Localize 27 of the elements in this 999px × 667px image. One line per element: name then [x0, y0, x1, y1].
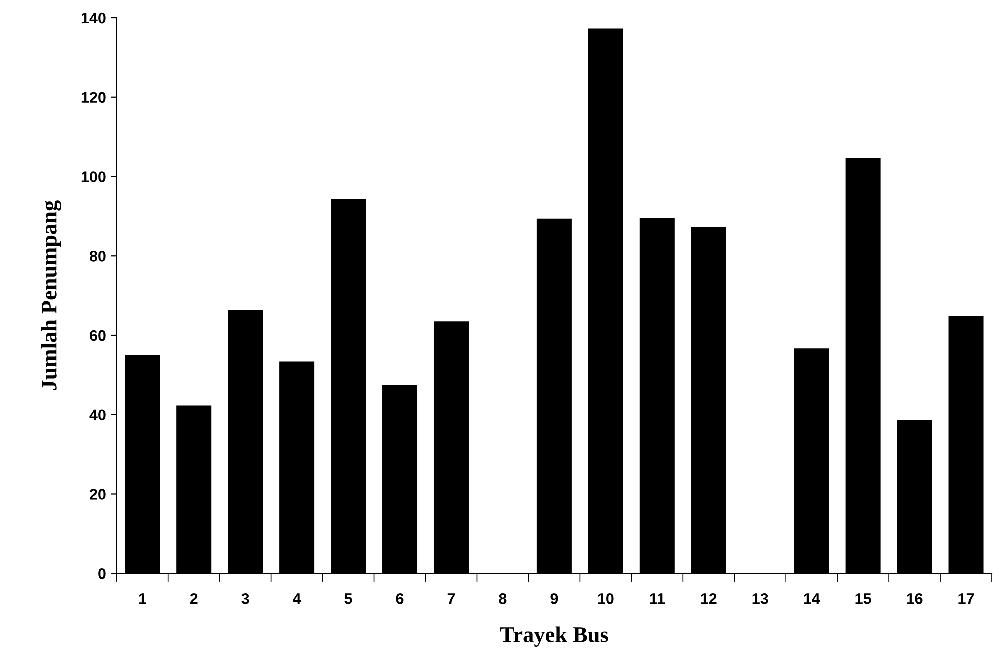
- x-tick-label: 16: [907, 593, 923, 604]
- x-tick-label: 7: [448, 594, 456, 604]
- y-axis-title: Jumlah Penumpang: [41, 200, 62, 390]
- y-tick-label: 80: [90, 250, 106, 262]
- x-tick-label: 3: [242, 593, 250, 604]
- x-tick-label: 11: [650, 594, 666, 604]
- x-tick-label: 17: [958, 594, 974, 604]
- y-tick-label: 120: [82, 92, 106, 104]
- x-tick-label: 1: [139, 594, 146, 604]
- y-tick-label: 20: [90, 489, 106, 500]
- x-tick-label: 14: [804, 594, 820, 604]
- x-tick-label: 12: [701, 593, 717, 604]
- y-tick-label: 40: [90, 410, 106, 421]
- y-tick-label: 60: [90, 330, 106, 342]
- x-tick-label: 13: [752, 593, 768, 604]
- x-axis-title: Trayek Bus: [500, 626, 608, 647]
- y-tick-label: 140: [82, 12, 106, 24]
- y-tick-label: 0: [98, 568, 106, 580]
- y-tick-label: 100: [82, 172, 106, 182]
- x-tick-label: 9: [550, 593, 558, 604]
- x-tick-label: 8: [499, 593, 507, 604]
- x-tick-label: 6: [396, 593, 404, 604]
- x-tick-label: 4: [293, 594, 302, 604]
- x-tick-label: 10: [598, 593, 614, 604]
- x-tick-label: 5: [344, 594, 352, 604]
- x-tick-label: 2: [190, 593, 198, 604]
- x-tick-label: 15: [856, 594, 872, 604]
